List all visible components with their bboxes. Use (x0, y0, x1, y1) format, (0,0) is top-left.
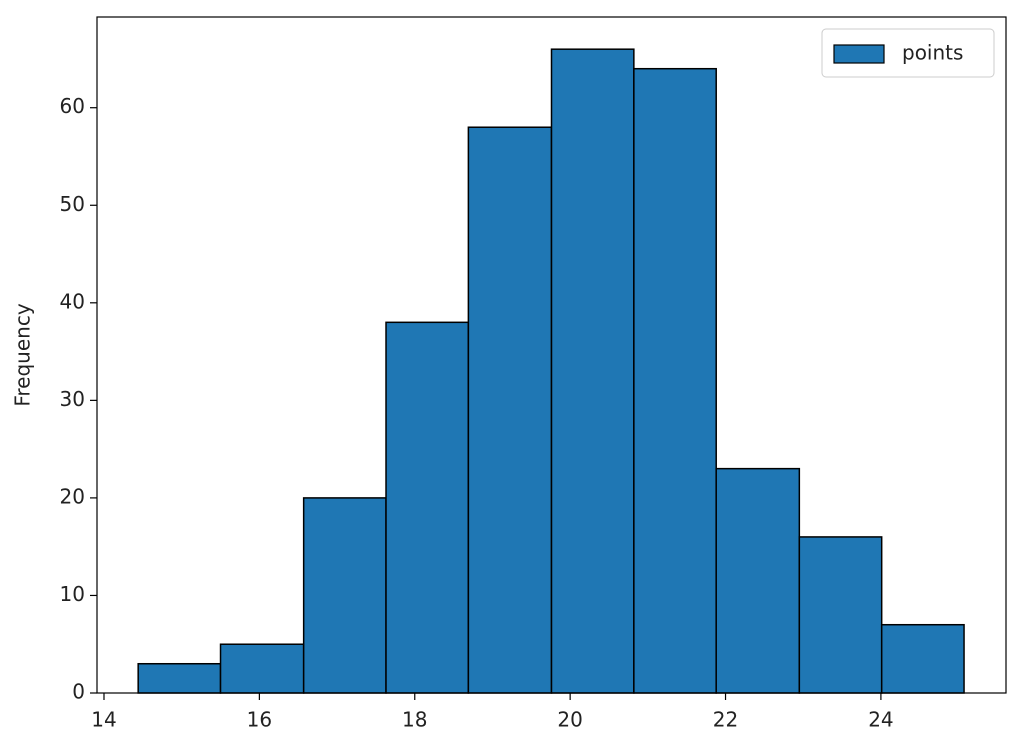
y-axis-label: Frequency (11, 303, 35, 406)
y-tick-label: 10 (60, 582, 85, 606)
x-tick-label: 20 (557, 708, 582, 732)
y-tick-label: 30 (60, 387, 85, 411)
y-tick-label: 50 (60, 192, 85, 216)
x-tick-label: 18 (402, 708, 427, 732)
plot-frame (96, 16, 1007, 694)
legend-box (821, 28, 995, 78)
x-tick-label: 14 (91, 708, 116, 732)
bar (302, 497, 387, 694)
legend-label: points (902, 41, 963, 65)
bar (385, 321, 470, 694)
bar (798, 536, 883, 694)
x-tick-label: 16 (247, 708, 272, 732)
y-tick-label: 60 (60, 94, 85, 118)
bar (137, 662, 222, 694)
y-tick-label: 20 (60, 484, 85, 508)
bar (715, 467, 801, 694)
bar (880, 623, 965, 694)
bar (219, 643, 305, 694)
x-tick-label: 24 (868, 708, 893, 732)
bar (467, 126, 553, 694)
bar (550, 48, 635, 694)
legend-swatch (833, 44, 885, 64)
x-tick-label: 22 (713, 708, 738, 732)
y-tick-label: 40 (60, 289, 85, 313)
bar (633, 67, 717, 694)
y-tick-label: 0 (72, 680, 85, 704)
